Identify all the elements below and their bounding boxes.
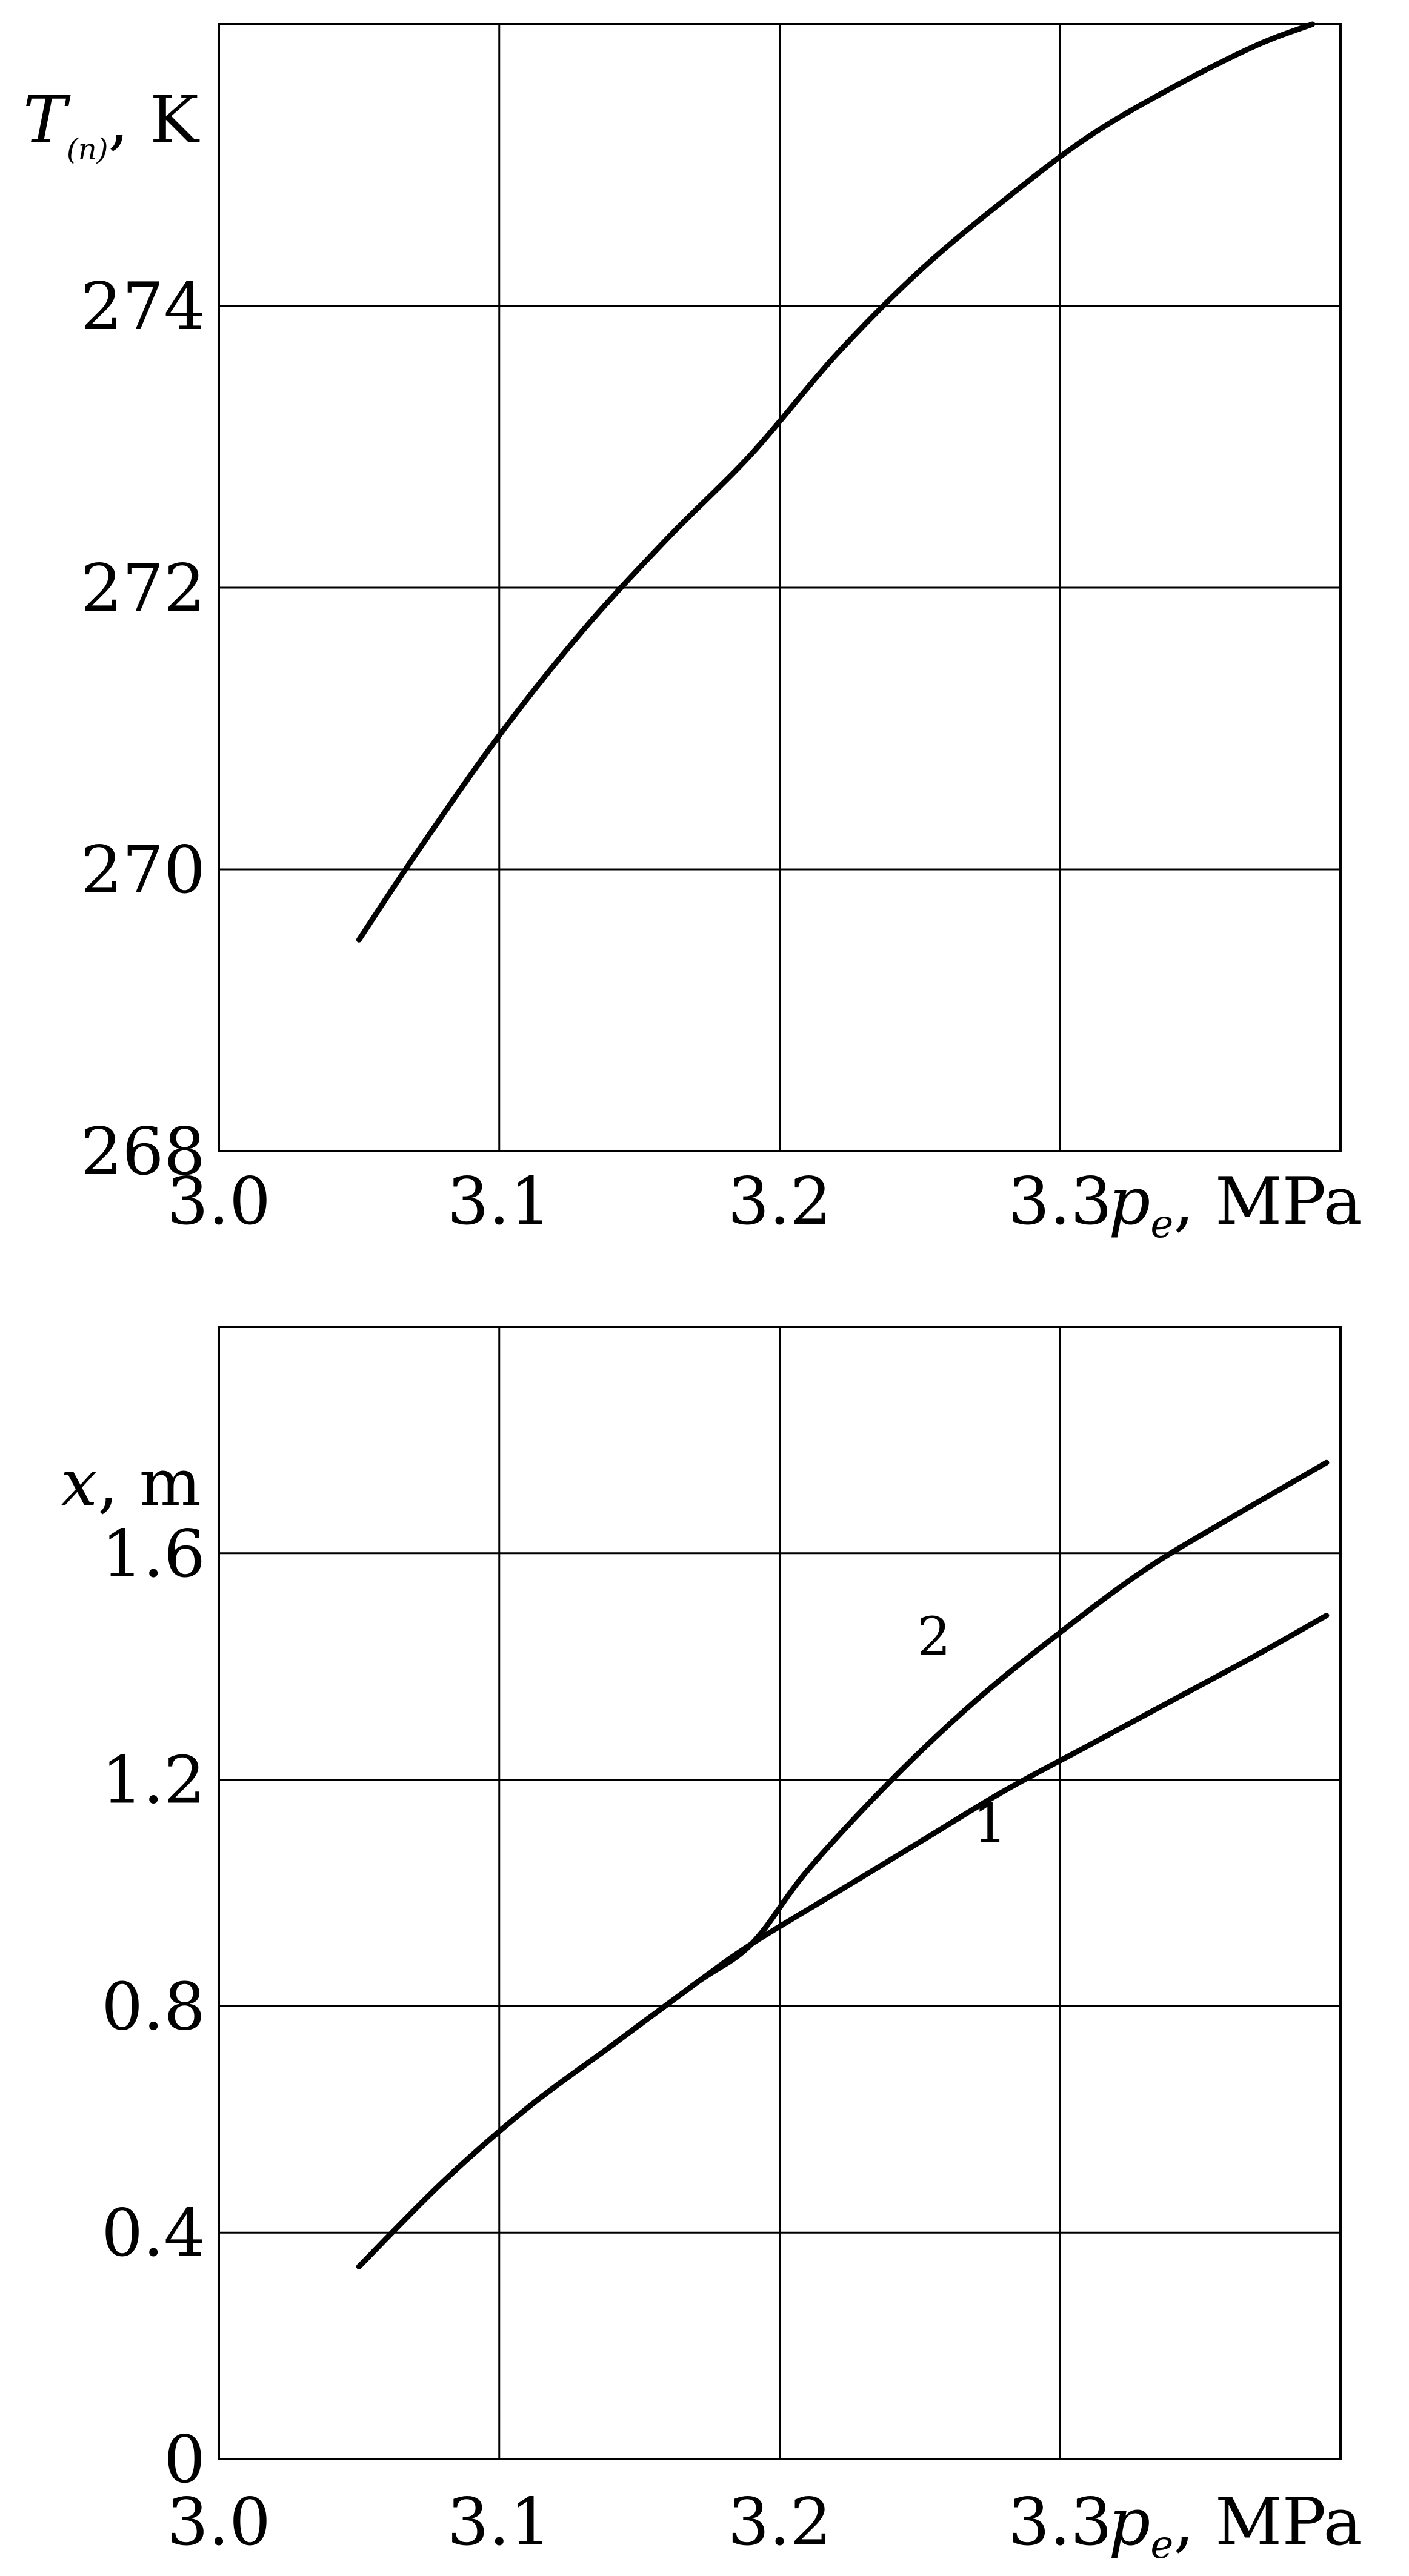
x-tick-label: 3.0 <box>167 2485 271 2560</box>
series-line <box>356 21 1316 943</box>
x-axis-label: pe, MPa <box>1108 1164 1362 1247</box>
y-tick-label: 0 <box>164 2422 205 2498</box>
x-tick-label: 3.0 <box>167 1164 271 1240</box>
x-axis-label: pe, MPa <box>1108 2485 1362 2568</box>
plot-frame <box>218 1326 1342 2460</box>
y-tick-label: 268 <box>81 1114 205 1190</box>
distance-chart: 3.0 3.1 3.2 3.3 0 0.4 0.8 1.2 1.6 pe, MPa x, m 1 2 <box>61 1326 1362 2568</box>
y-tick-label: 270 <box>81 832 205 908</box>
y-tick-label: 0.8 <box>101 1969 205 2045</box>
y-tick-label: 1.2 <box>101 1743 205 1819</box>
plot-frame <box>218 23 1342 1152</box>
y-tick-label: 274 <box>81 269 205 345</box>
series-line-1 <box>356 1613 1330 2269</box>
x-tick-label: 3.3 <box>1008 2485 1112 2560</box>
temperature-chart: 3.0 3.1 3.2 3.3 268 270 272 274 pe, MPa T(n), K <box>23 21 1362 1247</box>
x-tick-label: 3.1 <box>447 2485 551 2560</box>
curve-label-2: 2 <box>917 1605 951 1668</box>
y-axis-label: x, m <box>61 1446 201 1521</box>
series-line-2 <box>356 1459 1330 2269</box>
x-tick-label: 3.2 <box>728 1164 832 1240</box>
curve-label-1: 1 <box>973 1792 1007 1854</box>
y-tick-label: 1.6 <box>101 1516 205 1592</box>
x-tick-label: 3.2 <box>728 2485 832 2560</box>
y-tick-label: 272 <box>81 551 205 626</box>
y-axis-label: T(n), K <box>23 82 200 167</box>
x-tick-label: 3.3 <box>1008 1164 1112 1240</box>
x-tick-label: 3.1 <box>447 1164 551 1240</box>
y-tick-label: 0.4 <box>101 2196 205 2271</box>
